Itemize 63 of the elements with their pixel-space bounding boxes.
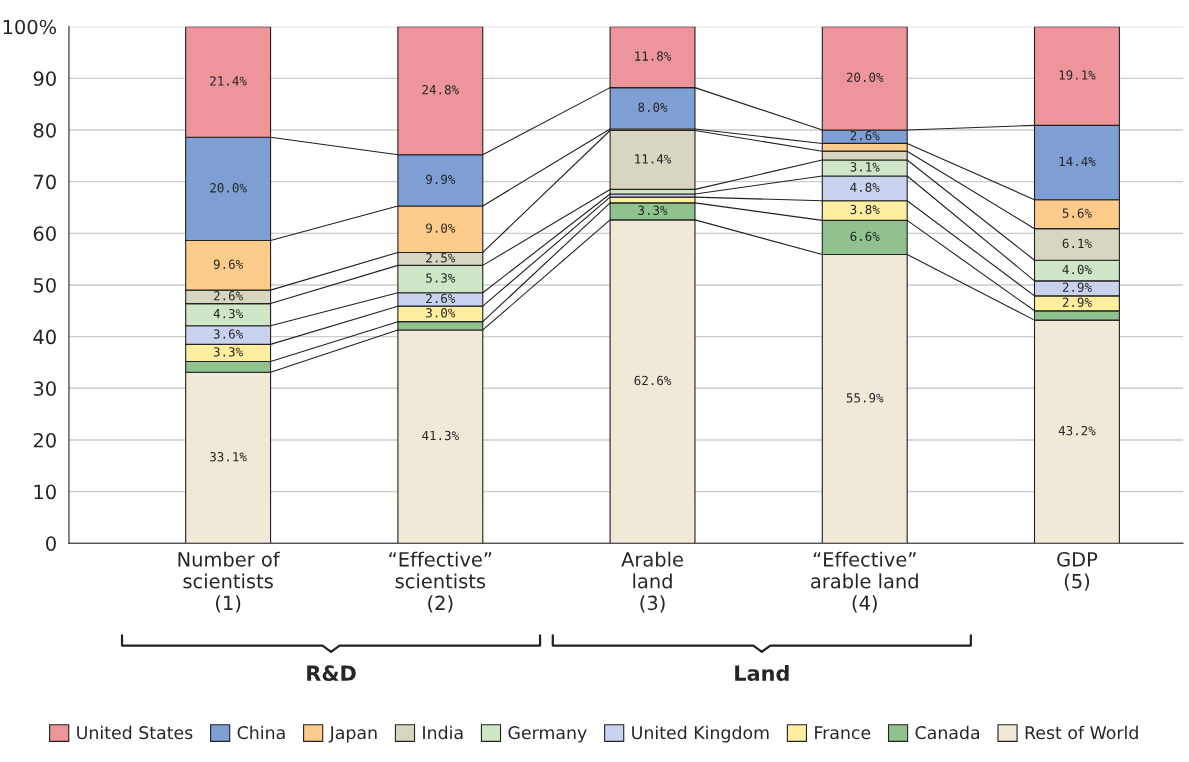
data-label: 14.4% — [1059, 156, 1096, 167]
data-label: 43.2% — [1058, 425, 1096, 436]
data-label: 21.4% — [210, 76, 247, 86]
data-label: 20.0% — [846, 72, 884, 82]
data-label: 3.3% — [638, 205, 668, 216]
y-tick-label: 50 — [33, 277, 56, 293]
data-label: 62.6% — [634, 375, 672, 386]
data-label: 41.3% — [422, 430, 459, 441]
y-tick-label: 60 — [33, 226, 56, 241]
text: R&D — [307, 665, 356, 682]
data-label: 2.6% — [850, 130, 880, 141]
x-tick-label: “Effective” scientists (2) — [389, 551, 492, 613]
data-label: 11.4% — [635, 154, 672, 164]
data-label: 5.6% — [1062, 208, 1092, 218]
y-tick-label: 20 — [33, 432, 56, 448]
legend-label: United Kingdom — [632, 725, 769, 743]
x-tick-label: Number of scientists (1) — [178, 551, 280, 613]
legend-label: United States — [77, 725, 193, 740]
data-label: 19.1% — [1059, 70, 1096, 80]
x-tick-label: GDP (5) — [1057, 551, 1098, 591]
data-label: 3.6% — [213, 329, 243, 339]
legend-label: Japan — [328, 726, 377, 743]
data-label: 3.1% — [850, 162, 880, 172]
legend-label: China — [237, 725, 285, 740]
data-label: 4.3% — [213, 308, 243, 319]
y-tick-label: 70 — [34, 174, 56, 190]
data-label: 24.8% — [422, 84, 459, 95]
data-label: 9.6% — [213, 259, 243, 270]
data-label: 9.0% — [426, 223, 456, 233]
legend-label: France — [815, 726, 871, 740]
x-tick-label: Arable land (3) — [621, 551, 683, 613]
data-label: 4.8% — [850, 182, 880, 193]
data-label: 2.6% — [214, 291, 243, 301]
y-tick-label: 0 — [46, 536, 56, 551]
data-label: 8.0% — [638, 102, 668, 112]
data-label: 3.0% — [426, 308, 456, 318]
data-label: 9.9% — [426, 174, 456, 185]
data-label: 4.0% — [1062, 264, 1092, 275]
data-label: 3.3% — [213, 347, 243, 357]
data-label: 2.6% — [426, 293, 456, 304]
data-label: 55.9% — [846, 393, 884, 403]
data-label: 3.8% — [850, 204, 880, 215]
legend-label: Canada — [915, 725, 980, 740]
data-label: 20.0% — [210, 183, 247, 193]
y-tick-label: 100% — [3, 19, 57, 35]
data-label: 6.6% — [850, 231, 880, 242]
data-label: 2.9% — [1062, 297, 1092, 307]
data-label: 6.1% — [1062, 238, 1092, 249]
y-tick-label: 30 — [33, 381, 56, 396]
y-tick-label: 90 — [33, 71, 56, 86]
text: Land — [735, 664, 789, 682]
data-label: 11.8% — [635, 51, 672, 61]
legend-label: Rest of World — [1025, 725, 1138, 740]
y-tick-label: 40 — [33, 329, 56, 345]
data-label: 33.1% — [210, 452, 247, 462]
data-label: 2.5% — [426, 253, 456, 263]
legend-label: India — [423, 725, 463, 740]
legend-label: Germany — [508, 726, 587, 743]
data-label: 2.9% — [1062, 282, 1092, 293]
data-label: 5.3% — [426, 273, 456, 283]
y-tick-label: 80 — [33, 122, 56, 138]
y-tick-label: 10 — [34, 484, 56, 500]
x-tick-label: “Effective” arable land (4) — [811, 551, 918, 613]
